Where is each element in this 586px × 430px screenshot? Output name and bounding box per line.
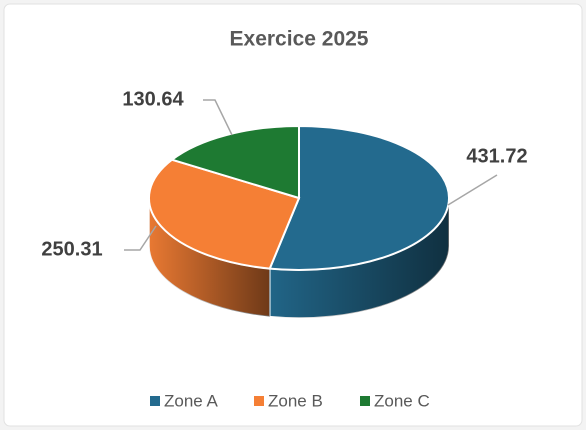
data-label: 431.72 [466, 145, 527, 167]
leader-line [447, 174, 498, 206]
chart-title: Exercice 2025 [230, 28, 369, 51]
data-label: 250.31 [41, 238, 102, 260]
data-label: 130.64 [122, 88, 184, 110]
slice-side-shade [149, 198, 270, 317]
legend-label: Zone C [374, 391, 430, 410]
leader-line [203, 99, 233, 136]
slice [169, 124, 300, 200]
legend-label: Zone B [268, 391, 323, 410]
leader-line [124, 225, 157, 251]
legend-label: Zone A [164, 391, 219, 410]
legend-swatch [254, 396, 264, 406]
legend-swatch [360, 396, 370, 406]
legend-swatch [150, 396, 160, 406]
slice-side-shade [269, 198, 449, 319]
